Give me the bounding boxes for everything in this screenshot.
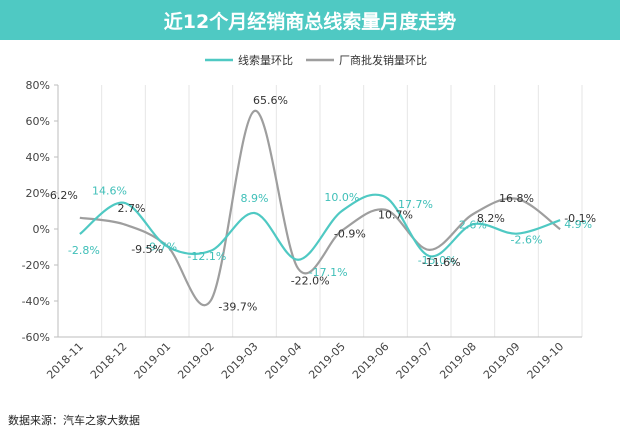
data-label: -11.6% [422,256,461,269]
data-label: 14.6% [92,185,127,198]
data-label: -0.1% [564,212,596,225]
data-label: 6.2% [50,189,78,202]
y-tick-label: 20% [26,187,50,200]
x-tick-label: 2019-09 [481,340,523,382]
data-label: 65.6% [253,94,288,107]
data-label: 2.6% [459,218,487,231]
data-label: 10.7% [378,209,413,222]
series-layer [79,109,561,307]
x-tick-label: 2019-03 [219,340,261,382]
data-label: -0.9% [334,228,366,241]
data-label: 8.9% [241,192,269,205]
data-label: -17.1% [309,266,348,279]
x-tick-label: 2019-01 [132,340,174,382]
data-label: -2.6% [511,234,543,247]
legend-label-leads: 线索量环比 [238,53,293,67]
data-label: 17.7% [398,198,433,211]
legend: 线索量环比 厂商批发销量环比 [205,53,427,67]
data-label: -9.7% [145,240,177,253]
data-label: 8.2% [477,212,505,225]
data-label: 16.8% [499,192,534,205]
y-tick-label: 80% [26,79,50,92]
line-chart: 线索量环比 厂商批发销量环比 80% 60% 40% 20% 0% -20% -40% -60%… [22,53,597,382]
y-tick-label: -40% [22,295,50,308]
chart-title: 近12个月经销商总线索量月度走势 [0,0,620,40]
x-tick-label: 2018-12 [88,340,130,382]
series-line-leads [79,193,561,261]
x-tick-label: 2019-04 [263,340,305,382]
x-tick-label: 2019-06 [350,340,392,382]
y-tick-label: 40% [26,151,50,164]
y-tick-label: 60% [26,115,50,128]
data-label: -39.7% [218,300,257,313]
data-source: 数据来源：汽车之家大数据 [8,414,140,427]
legend-label-wholesale: 厂商批发销量环比 [339,53,427,67]
x-tick-label: 2018-11 [44,340,86,382]
data-label: -22.0% [291,275,330,288]
data-label: -12.1% [187,250,226,263]
data-label: 4.9% [564,218,592,231]
data-labels: -2.8% 14.6% -9.7% -12.1% 8.9% -17.1% 10.0% 17.7… [50,94,596,314]
x-tick-label: 2019-02 [175,340,217,382]
y-tick-label: 0% [33,223,50,236]
data-label: -9.5% [131,243,163,256]
x-tick-label: 2019-10 [525,340,567,382]
data-label: -15.0% [418,254,457,267]
x-tick-label: 2019-07 [394,340,436,382]
x-tick-label: 2019-05 [306,340,348,382]
x-tick-label: 2019-08 [437,340,479,382]
data-label: 10.0% [324,191,359,204]
data-label: 2.7% [118,202,146,215]
data-label: -2.8% [68,244,100,257]
y-tick-label: -60% [22,331,50,344]
y-tick-label: -20% [22,259,50,272]
